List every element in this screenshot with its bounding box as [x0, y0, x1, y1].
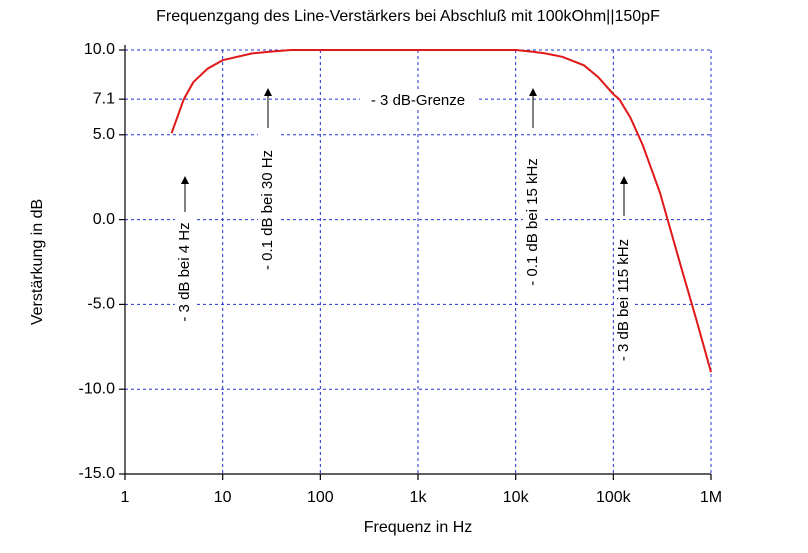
annotation: - 3 dB-Grenze	[371, 92, 465, 109]
y-axis-label: Verstärkung in dB	[29, 199, 46, 325]
x-tick-label: 1M	[700, 489, 722, 506]
line-series	[170, 49, 712, 373]
chart-title: Frequenzgang des Line-Verstärkers bei Ab…	[156, 8, 660, 25]
annotation-arrowhead	[181, 176, 189, 184]
annotation-arrowhead	[620, 176, 628, 184]
annotation-bg	[523, 142, 543, 302]
annotation-bg	[614, 220, 634, 380]
y-tick-label: -5.0	[87, 296, 115, 313]
annotation-bg	[360, 92, 476, 110]
y-tick-label: 10.0	[84, 41, 115, 58]
annotation-arrowhead	[264, 88, 272, 96]
annotation: - 3 dB bei 4 Hz	[176, 222, 193, 321]
x-tick-label: 1k	[410, 489, 428, 506]
annotation: - 3 dB bei 115 kHz	[615, 239, 632, 361]
x-tick-label: 1	[121, 489, 130, 506]
annotation-bg	[258, 130, 278, 290]
y-tick-label: 0.0	[93, 211, 115, 228]
annotation-arrowhead	[529, 88, 537, 96]
y-tick-label: -15.0	[79, 465, 116, 482]
x-tick-label: 100k	[596, 489, 632, 506]
annotation: - 0.1 dB bei 15 kHz	[524, 158, 541, 286]
x-tick-label: 100	[307, 489, 334, 506]
annotation-bg	[175, 192, 195, 352]
x-tick-label: 10k	[503, 489, 530, 506]
x-axis-label: Frequenz in Hz	[364, 519, 473, 536]
x-tick-label: 10	[214, 489, 232, 506]
annotation: - 0.1 dB bei 30 Hz	[259, 150, 276, 270]
y-tick-label: 7.1	[93, 90, 115, 107]
y-tick-label: 5.0	[93, 126, 115, 143]
y-tick-label: -10.0	[79, 380, 116, 397]
